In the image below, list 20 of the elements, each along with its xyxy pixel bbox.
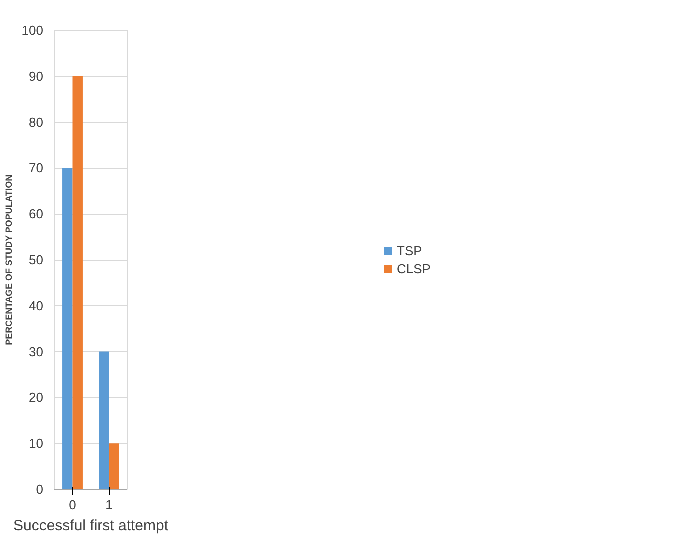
x-axis-title: Successful first attempt [13, 518, 170, 534]
y-axis-title: PERCENTAGE OF STUDY POPULATION [4, 174, 14, 346]
x-tick-label: 1 [106, 498, 113, 512]
y-tick-label: 30 [29, 344, 44, 360]
y-tick-label: 70 [29, 160, 44, 176]
y-tick-label: 100 [22, 23, 44, 38]
y-tick-label: 20 [29, 390, 44, 406]
bar [62, 168, 73, 490]
legend-label: TSP [397, 243, 422, 258]
bar [109, 444, 120, 490]
y-tick-label: 90 [29, 68, 44, 84]
y-tick-label: 50 [29, 252, 44, 268]
y-tick-label: 10 [29, 436, 44, 452]
y-tick-label: 80 [29, 114, 44, 130]
bar [72, 76, 83, 490]
y-tick-label: 0 [36, 482, 44, 497]
y-tick-label: 40 [29, 298, 44, 314]
bar [99, 352, 110, 490]
y-tick-label: 60 [29, 206, 44, 222]
legend-label: CLSP [397, 261, 431, 276]
